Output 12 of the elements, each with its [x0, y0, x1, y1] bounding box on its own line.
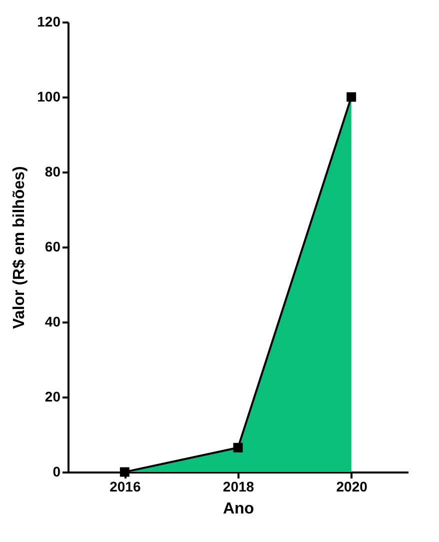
y-axis-title: Valor (R$ em bilhões): [11, 166, 28, 329]
y-tick-label: 80: [44, 164, 61, 180]
y-tick-label: 0: [52, 464, 61, 480]
x-axis-title: Ano: [222, 500, 254, 518]
y-tick-label: 100: [37, 88, 61, 104]
y-tick-label: 40: [44, 314, 61, 330]
x-tick-label: 2016: [110, 478, 141, 494]
y-tick-label: 120: [37, 14, 61, 30]
x-tick-label: 2018: [222, 478, 254, 494]
y-tick-label: 60: [44, 238, 61, 254]
x-tick-label: 2020: [336, 478, 368, 494]
y-tick-label: 20: [44, 388, 61, 404]
